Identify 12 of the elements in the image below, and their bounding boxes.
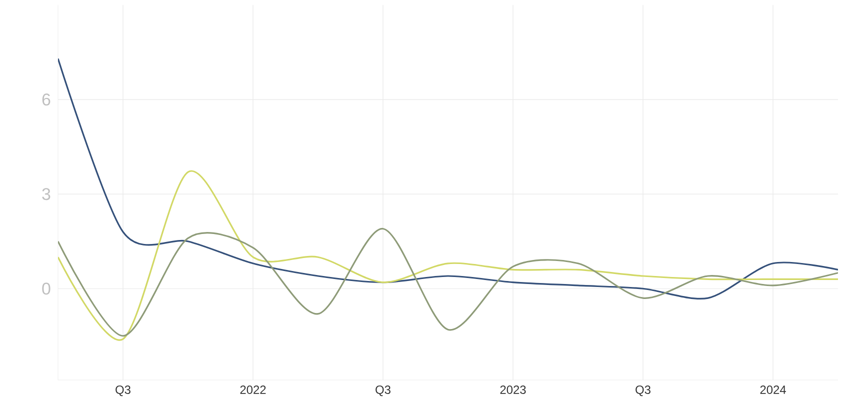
line-series bbox=[58, 58, 838, 300]
y-tick-label: 0 bbox=[42, 282, 50, 295]
line-series bbox=[58, 170, 838, 341]
x-tick-label: 2022 bbox=[240, 386, 266, 394]
x-tick-label: 2023 bbox=[500, 386, 526, 394]
x-tick-label: Q3 bbox=[116, 386, 130, 396]
x-tick-label: Q3 bbox=[636, 386, 650, 396]
x-tick-label: Q3 bbox=[376, 386, 390, 396]
x-tick-label: 2024 bbox=[760, 386, 786, 394]
y-tick-label: 3 bbox=[42, 188, 50, 200]
line-series bbox=[58, 228, 838, 337]
y-tick-label: 6 bbox=[42, 94, 50, 106]
